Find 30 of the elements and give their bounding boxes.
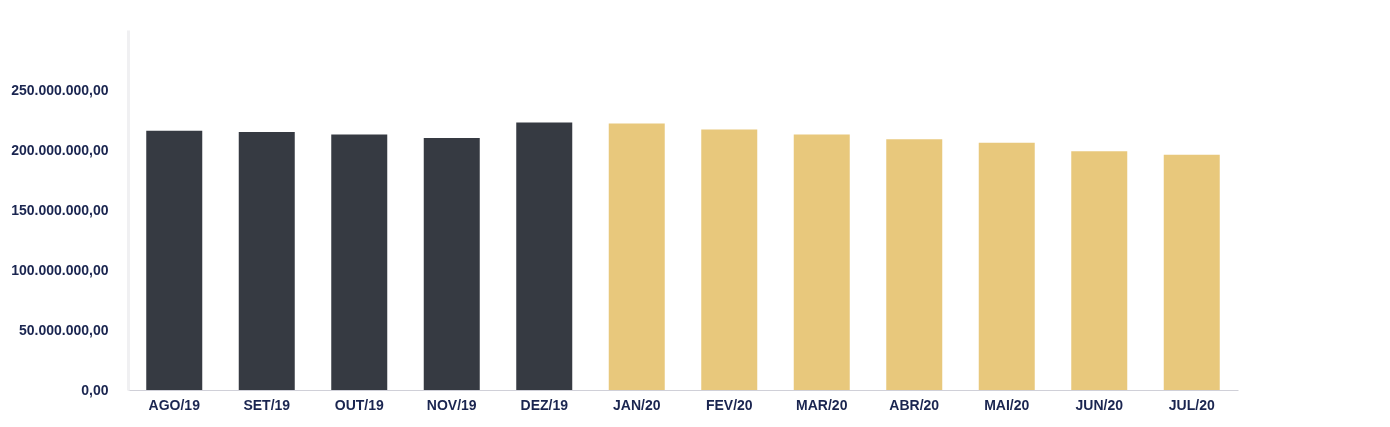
x-tick-label: SET/19 (243, 396, 291, 413)
y-tick-label: 250.000.000,00 (11, 81, 109, 98)
bar (331, 134, 388, 390)
y-tick-label: 50.000.000,00 (18, 321, 109, 338)
bar (1071, 151, 1128, 390)
x-tick-label: AGO/19 (148, 396, 201, 413)
x-tick-label: JAN/20 (613, 396, 661, 413)
bar (701, 129, 758, 390)
bar (516, 122, 573, 390)
bar (886, 139, 943, 390)
x-tick-label: JUN/20 (1075, 396, 1124, 413)
x-tick-label: OUT/19 (334, 396, 384, 413)
x-tick-label: ABR/20 (889, 396, 940, 413)
bar (978, 142, 1035, 390)
y-tick-label: 100.000.000,00 (11, 261, 109, 278)
y-tick-label: 0,00 (81, 381, 109, 398)
x-tick-label: JUL/20 (1168, 396, 1215, 413)
bar (423, 138, 480, 390)
x-tick-label: FEV/20 (705, 396, 753, 413)
y-tick-label: 200.000.000,00 (11, 141, 109, 158)
x-tick-label: MAI/20 (984, 396, 1030, 413)
x-tick-label: NOV/19 (426, 396, 477, 413)
y-tick-label: 150.000.000,00 (11, 201, 109, 218)
x-tick-label: DEZ/19 (520, 396, 569, 413)
bar (793, 134, 850, 390)
bar (238, 132, 295, 390)
bar (608, 123, 665, 390)
bar (146, 130, 203, 390)
bar (1163, 154, 1220, 390)
x-tick-label: MAR/20 (796, 396, 848, 413)
